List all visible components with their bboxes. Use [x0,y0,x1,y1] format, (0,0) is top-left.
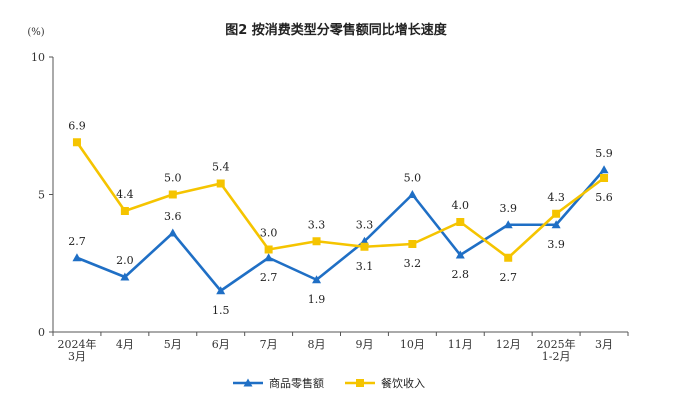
x-tick-label: 10月 [400,338,425,351]
x-tick-label: 7月 [260,338,278,351]
retail-data-label: 2.0 [116,254,134,267]
catering-legend-label: 餐饮收入 [381,376,425,390]
x-tick-label-line: 3月 [595,338,613,351]
retail-data-label: 2.7 [260,271,278,284]
x-tick-label: 4月 [116,338,134,351]
x-tick-label: 2025年 1-2月 [537,337,576,363]
retail-data-label: 3.3 [356,218,374,231]
catering-data-label: 4.0 [452,199,470,212]
catering-legend-marker [356,379,364,387]
retail-data-label: 3.9 [547,238,565,251]
retail-legend-marker [243,378,253,387]
retail-series-line [76,168,606,293]
y-tick-label: 0 [38,326,45,339]
catering-data-label: 5.4 [212,161,230,174]
catering-point [120,207,129,215]
catering-point [168,190,177,199]
retail-point [312,275,322,284]
catering-data-label: 5.6 [595,191,613,204]
catering-data-label: 5.0 [164,172,182,185]
retail-data-label: 2.8 [452,268,470,281]
catering-data-label: 3.1 [356,260,374,273]
retail-data-label: 2.7 [68,235,86,248]
x-tick-label: 12月 [496,338,521,351]
catering-point [264,245,273,254]
x-tick-label: 8月 [308,338,326,351]
x-tick-label-line: 10月 [400,338,425,351]
catering-point [408,240,417,248]
catering-point [600,174,609,182]
x-tick-label: 2024年 3月 [57,337,96,363]
x-tick-label-line: 7月 [260,338,278,351]
catering-point [312,237,321,246]
x-tick-label: 9月 [355,338,373,351]
x-tick-label: 6月 [212,338,230,351]
retail-point [455,250,465,259]
catering-point [552,209,561,218]
x-tick-label-line: 2025年 [537,337,576,351]
y-tick-label: 5 [38,189,45,202]
x-tick-label: 3月 [595,338,613,351]
catering-data-label: 6.9 [68,119,86,132]
catering-data-label: 4.3 [547,191,565,204]
retail-point [503,220,513,229]
retail-legend-label: 商品零售额 [269,376,324,390]
x-tick-label-line: 1-2月 [542,350,571,363]
retail-point [168,228,178,237]
catering-point [504,253,513,262]
retail-data-label: 5.0 [404,172,422,185]
retail-point [407,190,417,198]
retail-point [599,165,609,174]
x-tick-label-line: 3月 [68,350,86,363]
y-tick-label: 10 [31,51,45,64]
x-tick-label-line: 2024年 [57,337,96,351]
x-tick-label-line: 8月 [308,338,326,351]
retail-data-label: 5.9 [595,147,613,160]
x-tick-label: 11月 [448,338,473,351]
catering-point [360,242,369,251]
retail-point [264,253,274,262]
y-axis-unit: (%) [27,27,44,38]
catering-data-label: 2.7 [499,271,517,284]
catering-point [456,218,465,226]
retail-point [72,253,82,262]
retail-data-label: 1.9 [308,293,326,306]
catering-series-line [75,141,605,260]
retail-point [551,220,561,229]
x-tick-label-line: 4月 [116,338,134,351]
x-tick-label-line: 12月 [496,338,521,351]
catering-point [216,179,225,188]
retail-data-label: 3.9 [499,202,517,215]
catering-data-label: 3.2 [404,257,422,270]
catering-data-label: 4.4 [116,188,134,201]
x-tick-label-line: 5月 [164,338,182,351]
retail-data-label: 3.6 [164,210,182,223]
retail-data-label: 1.5 [212,304,230,317]
retail-point [120,272,130,281]
catering-data-label: 3.0 [260,227,278,240]
x-tick-label-line: 6月 [212,338,230,351]
retail-point [216,286,226,295]
catering-data-label: 3.3 [308,218,326,231]
x-tick-label-line: 11月 [448,338,473,351]
x-tick-label: 5月 [164,338,182,351]
chart-title: 图2 按消费类型分零售额同比增长速度 [225,22,448,38]
x-tick-label-line: 9月 [355,338,373,351]
catering-point [72,138,81,147]
